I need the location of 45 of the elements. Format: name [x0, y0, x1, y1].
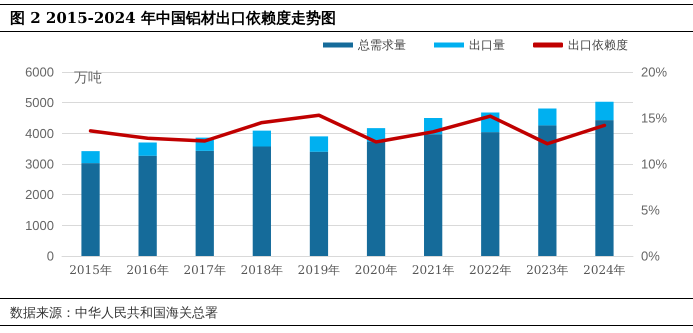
x-tick-label: 2018年: [240, 263, 284, 277]
chart-title: 图 2 2015-2024 年中国铝材出口依赖度走势图: [0, 4, 693, 32]
legend-label: 出口依赖度: [568, 38, 628, 52]
source-note: 数据来源：中华人民共和国海关总署: [0, 298, 693, 326]
y-tick-label: 4000: [25, 126, 54, 141]
bar: [252, 130, 271, 147]
bar: [196, 150, 214, 256]
bar: [81, 163, 100, 256]
bar: [81, 151, 100, 164]
legend-label: 总需求量: [357, 38, 406, 52]
y2-tick-label: 0%: [641, 248, 660, 264]
x-tick-label: 2017年: [183, 263, 226, 277]
x-tick-label: 2016年: [126, 263, 169, 277]
y-tick-label: 3000: [25, 156, 54, 172]
y2-tick-label: 5%: [641, 202, 660, 218]
bar: [366, 142, 386, 256]
y2-tick-label: 15%: [641, 110, 668, 126]
y-tick-label: 6000: [25, 64, 54, 80]
y-tick-label: 2000: [25, 187, 54, 202]
x-tick-label: 2020年: [354, 263, 398, 277]
bar: [595, 120, 614, 256]
bar: [538, 125, 556, 256]
bar: [138, 142, 157, 156]
x-tick-label: 2022年: [468, 263, 512, 277]
x-tick-label: 2021年: [412, 263, 454, 277]
bar: [310, 136, 328, 152]
x-tick-label: 2015年: [69, 263, 112, 277]
bar: [310, 152, 328, 256]
y-tick-label: 5000: [25, 95, 54, 110]
bar: [481, 132, 500, 256]
bar: [138, 156, 157, 256]
y-tick-label: 0: [46, 248, 54, 264]
y-tick-label: 1000: [25, 218, 54, 233]
y2-tick-label: 20%: [641, 64, 668, 80]
y-axis-title: 万吨: [74, 69, 102, 85]
legend-label: 出口量: [469, 38, 505, 52]
bar: [424, 134, 442, 256]
bar: [595, 102, 614, 120]
line-series: [88, 113, 606, 146]
x-tick-label: 2023年: [526, 263, 569, 277]
bar: [538, 108, 556, 126]
y2-tick-label: 10%: [641, 156, 668, 172]
x-tick-label: 2019年: [298, 263, 340, 277]
x-tick-label: 2024年: [583, 263, 626, 277]
bar: [252, 146, 271, 256]
